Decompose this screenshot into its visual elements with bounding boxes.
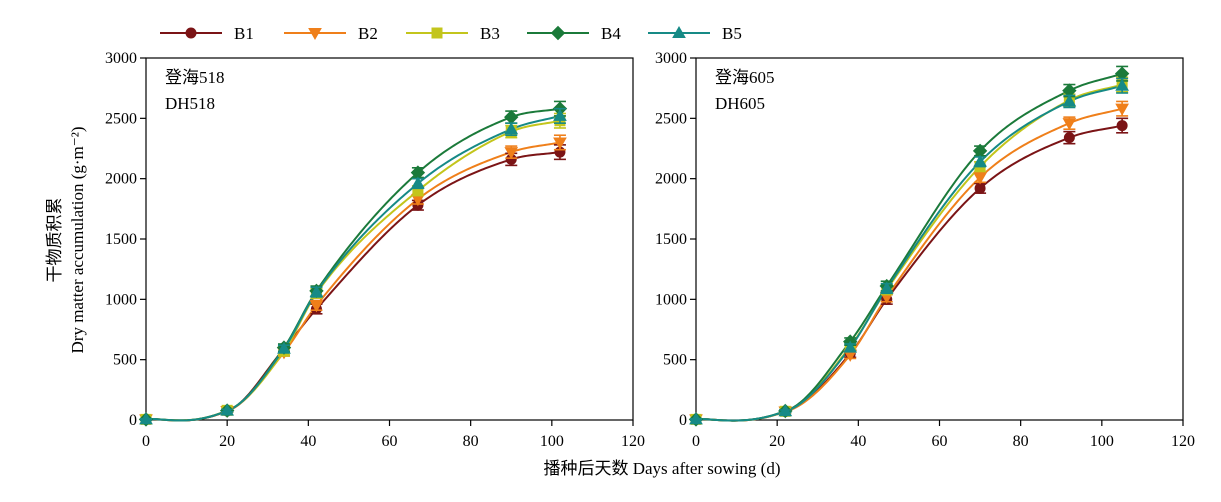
x-tick-label: 100 [1090,433,1114,450]
data-point-B5 [843,340,858,353]
data-point-B5 [879,281,894,294]
data-point-B5 [973,154,987,167]
panel-annotation: DH518 [165,94,215,113]
legend: B1 B2 B3 B4 B5 [160,24,742,43]
data-point-B4 [504,109,519,125]
data-point-B5 [1115,78,1129,91]
data-point-B5 [778,404,793,417]
y-tick-label: 1000 [655,291,687,308]
legend-label: B1 [234,24,254,43]
data-point-B5 [139,412,153,425]
x-tick-label: 60 [932,433,948,450]
data-point-B1 [1116,120,1128,132]
legend-entry-B4: B4 [527,24,621,43]
data-point-B5 [220,403,235,416]
series-line-B2 [145,141,561,422]
x-tick-label: 0 [692,433,700,450]
data-point-B2 [973,172,987,185]
legend-entry-B3: B3 [406,24,500,43]
x-tick-label: 120 [621,433,645,450]
legend-marker [185,27,197,39]
y-axis-label-en: Dry matter accumulation (g·m⁻²) [68,127,87,354]
y-tick-label: 2000 [655,171,687,188]
panel-annotation: 登海605 [715,68,775,87]
data-point-B2 [1115,103,1129,116]
x-tick-label: 40 [850,433,866,450]
legend-marker [308,28,322,41]
data-point-B5 [411,176,425,189]
y-tick-label: 0 [129,412,137,429]
y-tick-label: 2500 [105,110,137,127]
x-tick-label: 120 [1171,433,1195,450]
data-point-B2 [309,300,324,313]
legend-label: B2 [358,24,378,43]
series-line-B4 [695,72,1123,422]
legend-marker [550,25,566,41]
y-tick-label: 3000 [655,50,687,67]
legend-entry-B1: B1 [160,24,254,43]
data-point-B2 [553,137,567,150]
x-tick-label: 100 [540,433,564,450]
series-line-B2 [695,107,1123,422]
data-point-B5 [689,412,703,425]
x-tick-label: 0 [142,433,150,450]
legend-label: B3 [480,24,500,43]
data-point-B5 [309,285,324,298]
y-tick-label: 500 [113,352,137,369]
y-tick-label: 1000 [105,291,137,308]
data-point-B5 [504,122,519,135]
series-line-B5 [695,84,1123,422]
legend-label: B4 [601,24,621,43]
series-line-B3 [145,119,561,422]
y-tick-label: 1500 [105,231,137,248]
x-tick-label: 80 [1013,433,1029,450]
y-tick-label: 2000 [105,171,137,188]
y-tick-label: 0 [679,412,687,429]
panel-dh518: 0 20 40 60 80 100 120 0 500 1000 1500 2000 2500 3000 登… [105,50,645,450]
y-tick-label: 3000 [105,50,137,67]
series-line-B5 [145,114,561,422]
y-axis-label-cn: 干物质积累 [45,198,64,283]
y-tick-label: 500 [663,352,687,369]
panel-annotation: DH605 [715,94,765,113]
series-line-B1 [145,151,561,422]
y-tick-label: 2500 [655,110,687,127]
data-point-B2 [504,147,519,160]
data-point-B5 [553,108,567,121]
data-point-B1 [1063,132,1075,144]
legend-entry-B5: B5 [648,24,742,43]
x-tick-label: 40 [300,433,316,450]
x-axis-label: 播种后天数 Days after sowing (d) [543,459,780,478]
x-tick-label: 20 [219,433,235,450]
series-line-B1 [695,124,1123,422]
y-tick-label: 1500 [655,231,687,248]
data-point-B1 [974,182,986,194]
x-tick-label: 20 [769,433,785,450]
legend-marker [672,25,686,38]
panel-dh605: 0 20 40 60 80 100 120 0 500 1000 1500 2000 2500 3000 登… [655,50,1195,450]
panel-annotation: 登海518 [165,68,225,87]
data-point-B2 [1062,118,1077,131]
legend-marker [431,27,443,39]
x-tick-label: 60 [382,433,398,450]
legend-label: B5 [722,24,742,43]
data-point-B5 [277,341,291,354]
data-point-B5 [1062,94,1077,107]
legend-entry-B2: B2 [284,24,378,43]
x-tick-label: 80 [463,433,479,450]
series-line-B4 [145,107,561,422]
